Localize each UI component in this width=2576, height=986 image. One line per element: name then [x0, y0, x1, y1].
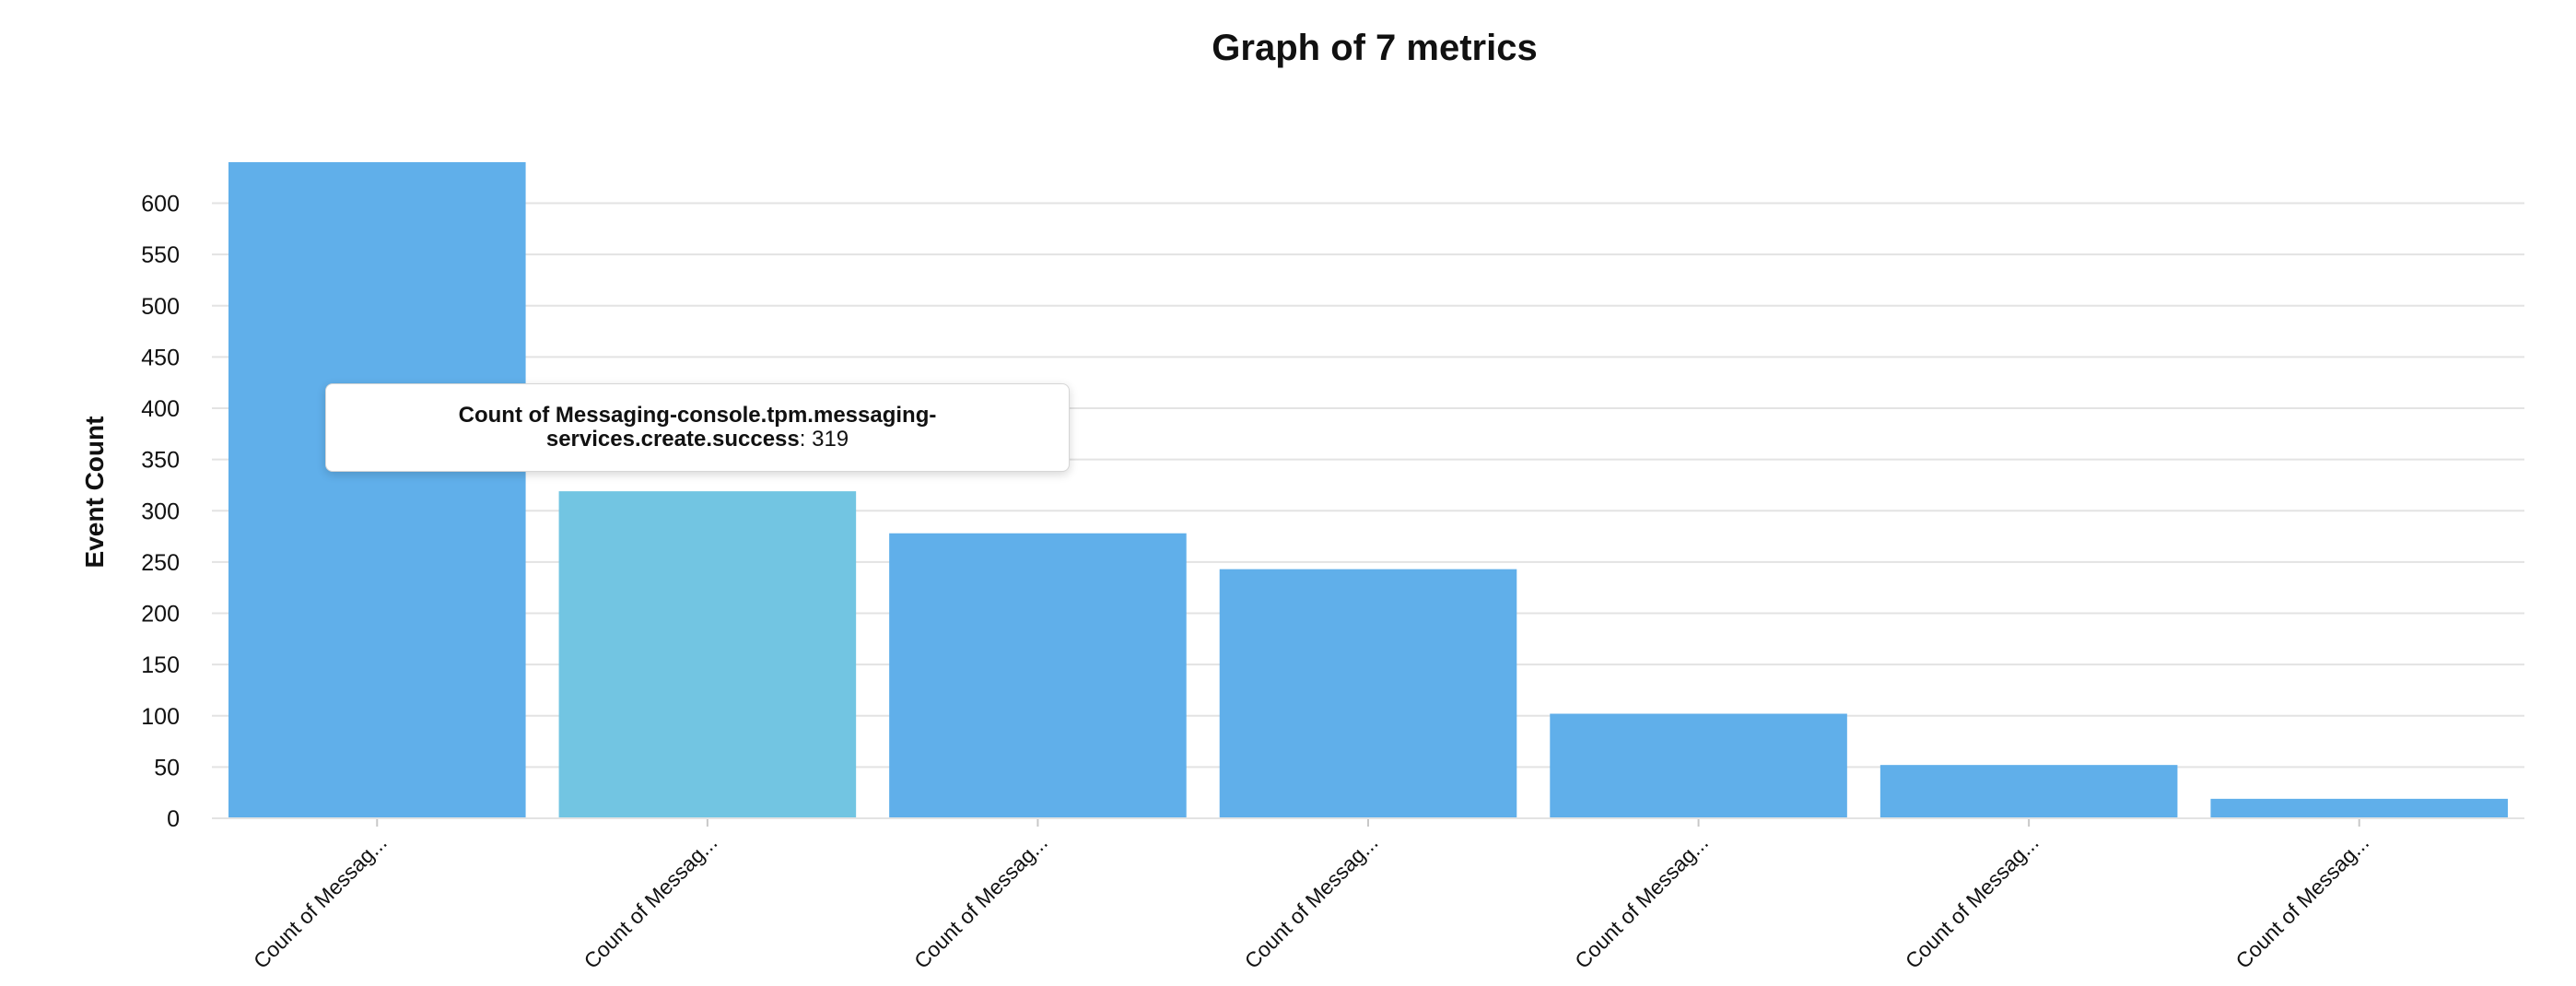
bar-1[interactable] — [228, 162, 526, 818]
tooltip-series-name: Count of Messaging-console.tpm.messaging… — [458, 403, 937, 452]
x-tick-label: Count of Messag... — [2231, 830, 2373, 973]
x-tick-label: Count of Messag... — [909, 830, 1052, 973]
x-tick-label: Count of Messag... — [1901, 830, 2043, 973]
tooltip-separator: : — [799, 427, 806, 452]
bar-7[interactable] — [2210, 798, 2508, 818]
tooltip-value: 319 — [812, 427, 849, 452]
x-tick-label: Count of Messag... — [1570, 830, 1713, 973]
bar-3[interactable] — [889, 533, 1187, 818]
bar-tooltip: Count of Messaging-console.tpm.messaging… — [325, 383, 1070, 472]
y-tick-label: 400 — [141, 396, 180, 422]
y-tick-label: 250 — [141, 550, 180, 576]
y-tick-label: 0 — [167, 806, 180, 832]
y-tick-label: 600 — [141, 192, 180, 217]
y-axis-label: Event Count — [80, 417, 109, 569]
y-tick-label: 100 — [141, 704, 180, 730]
y-tick-label: 50 — [154, 755, 180, 781]
x-tick-label: Count of Messag... — [580, 830, 722, 973]
y-tick-label: 450 — [141, 345, 180, 370]
chart-title: Graph of 7 metrics — [1212, 28, 1538, 68]
x-tick-label: Count of Messag... — [1240, 830, 1383, 973]
y-tick-label: 500 — [141, 294, 180, 320]
y-tick-label: 350 — [141, 448, 180, 474]
bar-6[interactable] — [1879, 765, 2178, 818]
bars — [228, 162, 2508, 818]
x-tick-label: Count of Messag... — [249, 830, 392, 973]
y-tick-label: 200 — [141, 602, 180, 628]
y-tick-label: 150 — [141, 652, 180, 678]
bar-2[interactable] — [558, 491, 857, 818]
tooltip-text: Count of Messaging-console.tpm.messaging… — [439, 404, 955, 452]
bar-4[interactable] — [1219, 569, 1517, 818]
y-tick-label: 550 — [141, 242, 180, 268]
bar-5[interactable] — [1550, 713, 1847, 818]
y-tick-label: 300 — [141, 499, 180, 524]
